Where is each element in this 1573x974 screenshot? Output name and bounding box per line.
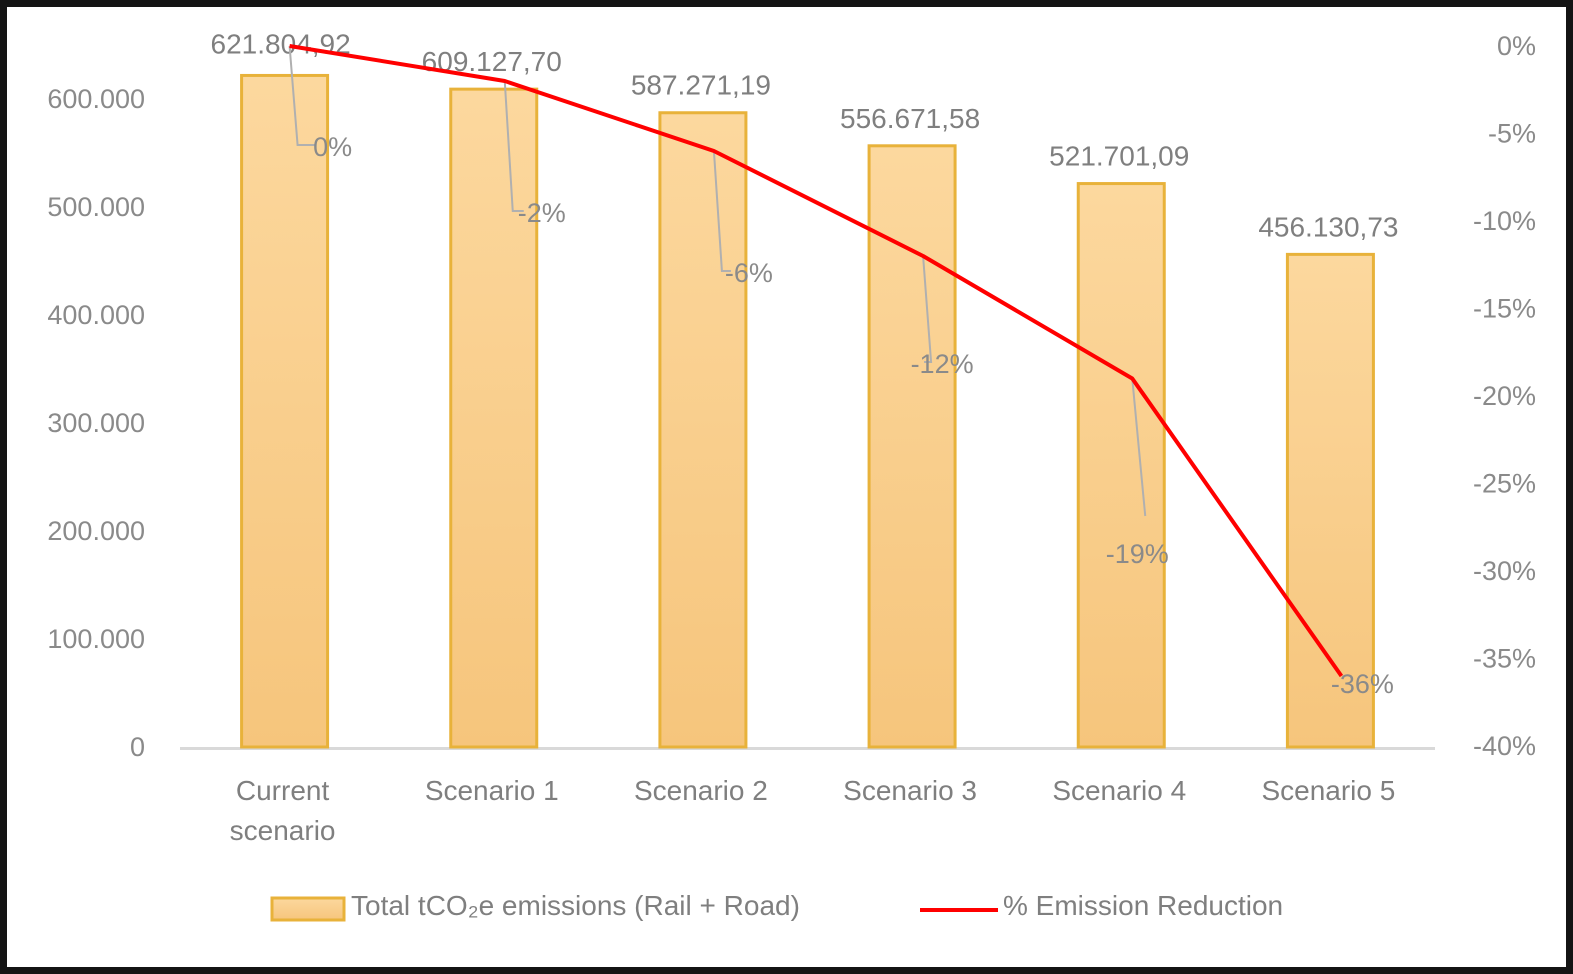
y-axis-left: 0 100.000 200.000 300.000 400.000 500.000 600.… [47, 84, 145, 762]
line-data-label: -36% [1331, 669, 1394, 699]
line-data-label: 0% [313, 132, 352, 162]
y-tick-label: 300.000 [47, 408, 145, 438]
line-data-label: -2% [518, 198, 566, 228]
x-tick-label: Current [236, 775, 330, 806]
x-tick-label: Scenario 4 [1052, 775, 1186, 806]
bar [658, 111, 748, 749]
leader-line [922, 255, 933, 363]
leader-line [1131, 378, 1147, 517]
x-tick-label: Scenario 5 [1261, 775, 1395, 806]
x-tick-label: Scenario 3 [843, 775, 977, 806]
bar-data-label: 621.804,92 [211, 28, 351, 59]
legend-label-line: % Emission Reduction [1003, 890, 1283, 921]
y-tick-label: 200.000 [47, 516, 145, 546]
bar-data-label: 456.130,73 [1258, 211, 1398, 242]
y2-tick-label: -35% [1473, 644, 1536, 674]
legend: Total tCO₂e emissions (Rail + Road) % Em… [270, 890, 1283, 922]
line-data-label: -6% [725, 258, 773, 288]
y-axis-right: 0% -5% -10% -15% -20% -25% -30% -35% -40% [1473, 31, 1536, 761]
y-tick-label: 500.000 [47, 192, 145, 222]
legend-label-bar: Total tCO₂e emissions (Rail + Road) [351, 890, 800, 921]
emission-reduction-line [289, 44, 1344, 678]
y-tick-label: 600.000 [47, 84, 145, 114]
bar [1076, 182, 1166, 749]
x-tick-label: Scenario 1 [425, 775, 559, 806]
bar-data-label: 521.701,09 [1049, 141, 1189, 172]
x-tick-label: Scenario 2 [634, 775, 768, 806]
bar [867, 144, 957, 749]
line-data-labels: 0% -2% -6% -12% -19% -36% [313, 132, 1394, 699]
leader-line [503, 80, 524, 212]
line-series [289, 44, 1344, 678]
bar [449, 87, 539, 749]
y2-tick-label: -25% [1473, 469, 1536, 499]
legend-swatch-bar [270, 896, 346, 922]
y-tick-label: 0 [130, 732, 145, 762]
leader-line [712, 150, 731, 272]
line-data-label: -19% [1106, 539, 1169, 569]
bar [1285, 252, 1375, 749]
y-tick-label: 100.000 [47, 624, 145, 654]
line-data-label: -12% [911, 349, 974, 379]
leader-line [288, 45, 315, 146]
y2-tick-label: -40% [1473, 731, 1536, 761]
x-tick-label: scenario [230, 815, 336, 846]
bar-series [240, 73, 1375, 749]
bar-data-label: 556.671,58 [840, 103, 980, 134]
y2-tick-label: -30% [1473, 556, 1536, 586]
y2-tick-label: -15% [1473, 294, 1536, 324]
y2-tick-label: -10% [1473, 206, 1536, 236]
x-axis-categories: Current scenario Scenario 1 Scenario 2 Scena… [230, 775, 1396, 846]
leader-lines [288, 45, 1147, 517]
bar-data-label: 587.271,19 [631, 70, 771, 101]
bar-data-labels: 621.804,92609.127,70587.271,19556.671,58… [211, 28, 1399, 242]
y-tick-label: 400.000 [47, 300, 145, 330]
y2-tick-label: 0% [1497, 31, 1536, 61]
y2-tick-label: -20% [1473, 381, 1536, 411]
y2-tick-label: -5% [1488, 119, 1536, 149]
bar [240, 73, 330, 749]
